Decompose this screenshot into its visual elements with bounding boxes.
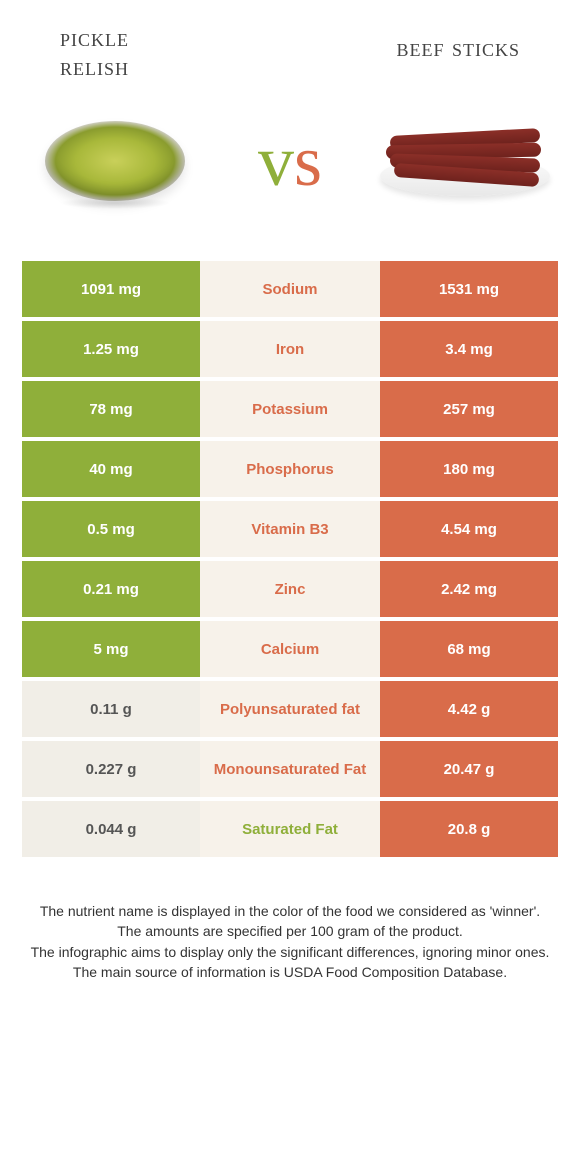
table-row: 5 mgCalcium68 mg — [22, 621, 558, 677]
vs-v: v — [258, 121, 294, 201]
nutrient-label: Calcium — [200, 621, 380, 677]
table-row: 0.11 gPolyunsaturated fat4.42 g — [22, 681, 558, 737]
footer-notes: The nutrient name is displayed in the co… — [0, 861, 580, 1032]
right-value: 180 mg — [380, 441, 558, 497]
left-value: 5 mg — [22, 621, 200, 677]
nutrient-label: Zinc — [200, 561, 380, 617]
left-value: 0.044 g — [22, 801, 200, 857]
left-value: 0.227 g — [22, 741, 200, 797]
left-value: 0.21 mg — [22, 561, 200, 617]
relish-bowl-icon — [45, 121, 185, 201]
sticks-plate-icon — [380, 126, 550, 196]
title-left-line1: pickle — [60, 23, 129, 52]
images-row: vs — [0, 81, 580, 261]
right-value: 2.42 mg — [380, 561, 558, 617]
title-right: beef sticks — [396, 34, 520, 63]
nutrient-label: Saturated Fat — [200, 801, 380, 857]
footer-line-2: The amounts are specified per 100 gram o… — [30, 921, 550, 941]
right-value: 1531 mg — [380, 261, 558, 317]
table-row: 0.044 gSaturated Fat20.8 g — [22, 801, 558, 857]
right-value: 4.42 g — [380, 681, 558, 737]
footer-line-4: The main source of information is USDA F… — [30, 962, 550, 982]
title-left: pickle relish — [60, 24, 129, 81]
table-row: 0.5 mgVitamin B34.54 mg — [22, 501, 558, 557]
nutrient-label: Phosphorus — [200, 441, 380, 497]
right-value: 3.4 mg — [380, 321, 558, 377]
vs-label: vs — [258, 120, 322, 203]
header: pickle relish beef sticks — [0, 0, 580, 81]
right-value: 68 mg — [380, 621, 558, 677]
beef-sticks-image — [370, 101, 560, 221]
table-row: 0.227 gMonounsaturated Fat20.47 g — [22, 741, 558, 797]
right-value: 20.8 g — [380, 801, 558, 857]
nutrient-label: Sodium — [200, 261, 380, 317]
title-left-line2: relish — [60, 52, 129, 81]
left-value: 78 mg — [22, 381, 200, 437]
pickle-relish-image — [20, 101, 210, 221]
nutrition-table: 1091 mgSodium1531 mg1.25 mgIron3.4 mg78 … — [22, 261, 558, 857]
left-value: 1091 mg — [22, 261, 200, 317]
table-row: 78 mgPotassium257 mg — [22, 381, 558, 437]
nutrient-label: Potassium — [200, 381, 380, 437]
vs-s: s — [294, 121, 322, 201]
table-row: 0.21 mgZinc2.42 mg — [22, 561, 558, 617]
left-value: 0.5 mg — [22, 501, 200, 557]
footer-line-3: The infographic aims to display only the… — [30, 942, 550, 962]
left-value: 40 mg — [22, 441, 200, 497]
right-value: 4.54 mg — [380, 501, 558, 557]
footer-line-1: The nutrient name is displayed in the co… — [30, 901, 550, 921]
left-value: 0.11 g — [22, 681, 200, 737]
table-row: 1.25 mgIron3.4 mg — [22, 321, 558, 377]
nutrient-label: Vitamin B3 — [200, 501, 380, 557]
right-value: 257 mg — [380, 381, 558, 437]
nutrient-label: Polyunsaturated fat — [200, 681, 380, 737]
nutrient-label: Iron — [200, 321, 380, 377]
nutrient-label: Monounsaturated Fat — [200, 741, 380, 797]
table-row: 40 mgPhosphorus180 mg — [22, 441, 558, 497]
left-value: 1.25 mg — [22, 321, 200, 377]
table-row: 1091 mgSodium1531 mg — [22, 261, 558, 317]
right-value: 20.47 g — [380, 741, 558, 797]
